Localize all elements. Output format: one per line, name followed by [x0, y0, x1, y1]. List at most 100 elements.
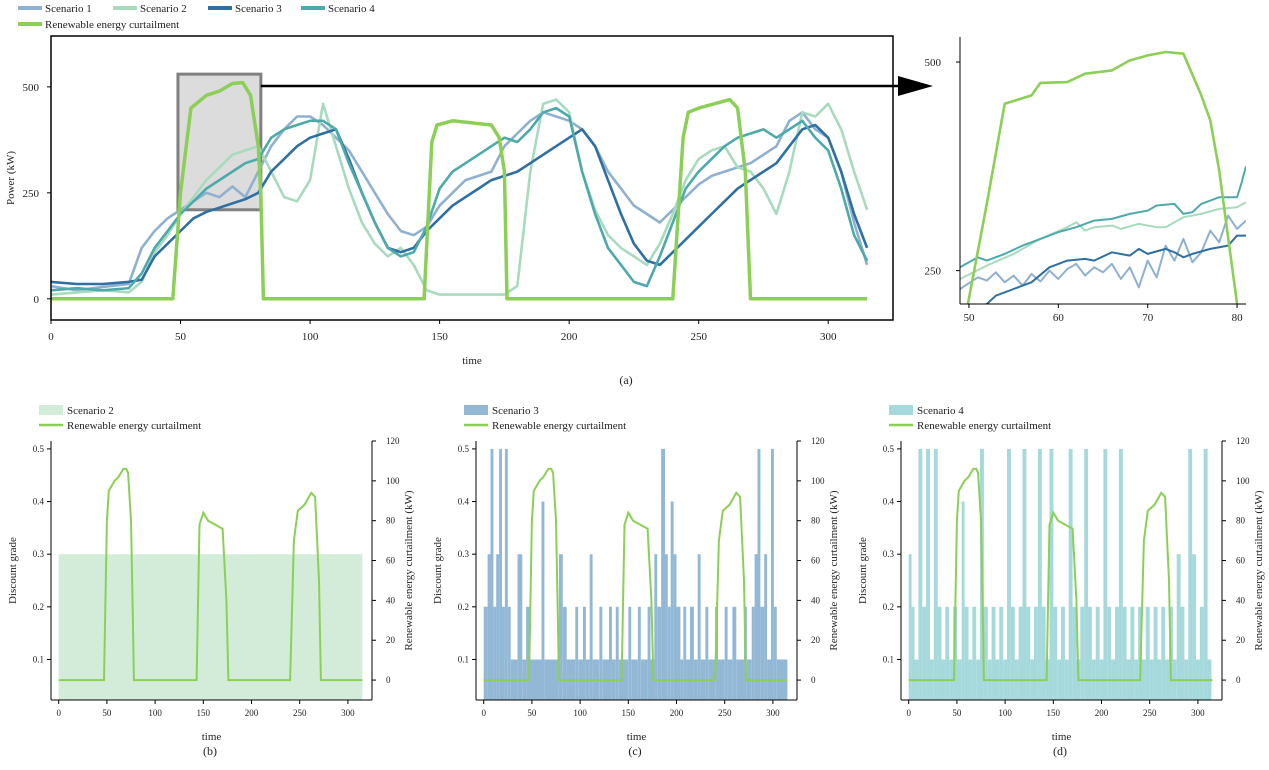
y-axis-label: Discount grade — [857, 537, 869, 604]
caption-c: (c) — [628, 744, 641, 758]
discount-bar — [661, 448, 665, 700]
discount-bar — [1145, 606, 1150, 700]
discount-bar — [908, 554, 912, 700]
y2-tick-label: 80 — [1236, 516, 1246, 526]
panel-a: 0 50 100 150 200 250 300 0 250 500 time Power (kW) S… — [5, 3, 933, 367]
discount-bar — [562, 606, 567, 700]
x-tick-label: 50 — [527, 708, 537, 718]
x-axis-label: time — [627, 731, 647, 743]
legend-label-a: Scenario 3 — [235, 3, 282, 15]
discount-bar — [507, 606, 511, 700]
series-group-inset — [960, 50, 1246, 304]
y2-tick-label: 60 — [1236, 556, 1246, 566]
x-tick-label-a: 200 — [561, 331, 578, 343]
y-tick-label: 0.4 — [458, 497, 470, 507]
discount-bar — [676, 606, 681, 700]
discount-bar — [1037, 448, 1042, 700]
discount-bar — [1188, 448, 1193, 700]
discount-bar — [918, 448, 923, 700]
y2-tick-label: 120 — [386, 436, 400, 446]
inset-x-tick-label: 80 — [1232, 312, 1244, 324]
discount-bar — [771, 448, 774, 700]
discount-bar — [544, 659, 559, 700]
x-tick-label: 50 — [102, 708, 112, 718]
inset-x-tick-label: 60 — [1053, 312, 1065, 324]
discount-bar — [530, 659, 542, 700]
y-tick-label: 0.3 — [33, 549, 45, 559]
discount-bar — [683, 606, 687, 700]
discount-bar — [664, 554, 668, 700]
y-tick-label: 0.1 — [33, 654, 44, 664]
discount-bar — [541, 501, 545, 700]
x-tick-label: 250 — [718, 708, 732, 718]
series-line-scenario4 — [51, 106, 869, 292]
x-tick-label-a: 0 — [48, 331, 54, 343]
y-axis-label-a: Power (kW) — [5, 151, 17, 205]
discount-bar — [1130, 606, 1135, 700]
legend-label-a: Scenario 1 — [45, 3, 92, 15]
y2-tick-label: 80 — [811, 516, 821, 526]
y2-tick-label: 40 — [1236, 595, 1246, 605]
discount-bar — [1049, 448, 1054, 700]
discount-bar — [1088, 606, 1092, 700]
y2-tick-label: 20 — [386, 635, 396, 645]
curtailment-line — [483, 467, 788, 682]
discount-bar — [1180, 606, 1185, 700]
x-tick-label: 200 — [1095, 708, 1109, 718]
y-tick-label: 0.3 — [883, 549, 895, 559]
discount-bar — [1153, 606, 1158, 700]
discount-bar — [705, 606, 709, 700]
discount-bar — [589, 554, 593, 700]
y2-tick-label: 0 — [386, 675, 391, 685]
x-tick-label: 150 — [622, 708, 636, 718]
series-line-curtailment — [51, 80, 868, 301]
discount-bar — [615, 606, 619, 700]
discount-bar — [1007, 448, 1011, 700]
discount-bar — [487, 554, 491, 700]
discount-bar — [499, 448, 502, 700]
series-line-scenario3 — [51, 123, 869, 286]
discount-bar — [1084, 448, 1089, 700]
curtailment-line — [58, 467, 363, 682]
series-line-scenario2 — [51, 98, 869, 296]
legend-label-a: Scenario 2 — [140, 3, 187, 15]
discount-bar — [496, 554, 500, 700]
panel-b: 0 50 100 150 200 250 300 0.1 0.2 0.3 0.4 0.5 0 20 40 60… — [7, 405, 415, 743]
discount-bar — [654, 554, 658, 700]
y-tick-label: 0.4 — [33, 497, 45, 507]
caption-d: (d) — [1053, 744, 1067, 758]
y-tick-label: 0.2 — [458, 602, 469, 612]
legend-label-curtailment: Renewable energy curtailment — [492, 420, 626, 432]
inset-y-tick-label: 250 — [925, 266, 942, 278]
discount-bar — [922, 606, 927, 700]
y-tick-label: 0.5 — [33, 444, 45, 454]
discount-bar — [1115, 606, 1119, 700]
panel-c: 0 50 100 150 200 250 300 0.1 0.2 0.3 0.4 0.5 0 20 40 60… — [432, 405, 840, 743]
x-tick-label-a: 100 — [302, 331, 319, 343]
y2-tick-label: 100 — [1236, 476, 1250, 486]
discount-bar — [526, 606, 530, 700]
discount-bar — [718, 659, 725, 700]
x-axis-label: time — [1052, 731, 1072, 743]
x-tick-label: 300 — [341, 708, 355, 718]
discount-bar — [999, 606, 1004, 700]
discount-bar — [640, 659, 648, 700]
discount-bar — [1061, 606, 1065, 700]
x-tick-label: 150 — [197, 708, 211, 718]
inset-y-tick-label: 500 — [925, 57, 942, 69]
discount-bar — [1203, 448, 1208, 700]
discount-bar — [961, 501, 965, 700]
y2-tick-label: 100 — [811, 476, 825, 486]
discount-bar — [1026, 606, 1031, 700]
caption-a: (a) — [619, 373, 632, 387]
legend-swatch-discount — [464, 405, 488, 415]
y-tick-label: 0.5 — [883, 444, 895, 454]
x-tick-label: 100 — [573, 708, 587, 718]
discount-bar — [751, 606, 755, 700]
discount-bar — [1122, 606, 1127, 700]
discount-bar — [1149, 659, 1154, 700]
y2-tick-label: 20 — [811, 635, 821, 645]
discount-bar — [517, 554, 523, 700]
discount-bar — [1064, 659, 1069, 700]
